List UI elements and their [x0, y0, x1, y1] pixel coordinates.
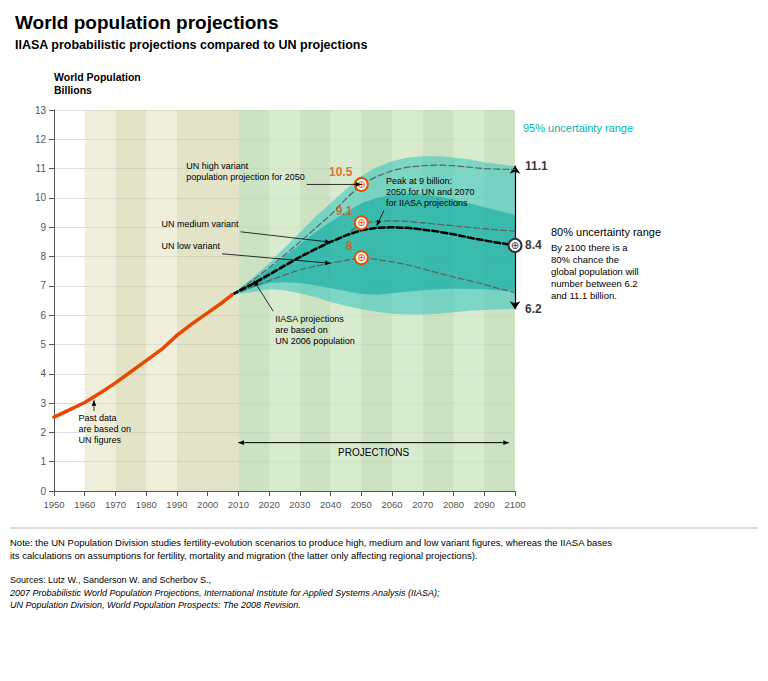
svg-text:World Population: World Population	[54, 71, 141, 83]
svg-text:2070: 2070	[412, 499, 433, 510]
svg-text:1960: 1960	[74, 499, 95, 510]
svg-text:UN medium variant: UN medium variant	[162, 219, 240, 229]
svg-text:9: 9	[40, 222, 46, 233]
svg-text:2000: 2000	[197, 499, 218, 510]
svg-text:UN Population Division, World: UN Population Division, World Population…	[10, 600, 301, 610]
svg-text:8.4: 8.4	[525, 238, 542, 252]
svg-text:IIASA probabilistic projection: IIASA probabilistic projections compared…	[15, 38, 367, 52]
svg-text:2007 Probabilistic World Popul: 2007 Probabilistic World Population Proj…	[9, 588, 440, 598]
svg-text:2010: 2010	[228, 499, 249, 510]
svg-text:Billions: Billions	[54, 84, 92, 96]
svg-text:10: 10	[35, 192, 47, 203]
svg-text:2020: 2020	[259, 499, 280, 510]
svg-text:1950: 1950	[43, 499, 64, 510]
svg-text:UN figures: UN figures	[79, 435, 122, 445]
svg-text:12: 12	[35, 134, 47, 145]
svg-text:2: 2	[40, 427, 46, 438]
svg-text:⊕: ⊕	[357, 217, 365, 228]
svg-text:Sources: Lutz W., Sanderson W.: Sources: Lutz W., Sanderson W. and Scher…	[10, 575, 214, 585]
svg-text:8: 8	[346, 239, 353, 253]
svg-text:9.1: 9.1	[336, 204, 353, 218]
svg-text:11: 11	[36, 163, 47, 174]
svg-text:UN low variant: UN low variant	[162, 241, 221, 251]
svg-text:population projection for 2050: population projection for 2050	[186, 172, 305, 182]
svg-text:1980: 1980	[136, 499, 157, 510]
svg-text:11.1: 11.1	[525, 159, 548, 173]
svg-text:Past data: Past data	[79, 413, 117, 423]
svg-text:2100: 2100	[504, 499, 525, 510]
svg-text:By 2100 there is a: By 2100 there is a	[551, 242, 628, 253]
svg-text:World population projections: World population projections	[15, 12, 279, 33]
svg-text:2050: 2050	[351, 499, 372, 510]
svg-text:and 11.1 billion.: and 11.1 billion.	[551, 290, 617, 301]
svg-text:7: 7	[40, 280, 46, 291]
svg-text:2030: 2030	[289, 499, 310, 510]
svg-text:6: 6	[40, 310, 46, 321]
svg-text:2090: 2090	[474, 499, 495, 510]
svg-text:13: 13	[35, 105, 47, 116]
svg-text:1990: 1990	[166, 499, 187, 510]
svg-text:80% uncertainty range: 80% uncertainty range	[551, 226, 661, 238]
svg-text:2060: 2060	[381, 499, 402, 510]
svg-text:2080: 2080	[443, 499, 464, 510]
svg-text:8: 8	[40, 251, 46, 262]
svg-text:3: 3	[40, 398, 46, 409]
svg-text:number between 6.2: number between 6.2	[551, 278, 638, 289]
svg-text:UN 2006 population: UN 2006 population	[275, 336, 355, 346]
svg-text:are based on: are based on	[275, 325, 328, 335]
svg-text:UN high variant: UN high variant	[186, 161, 249, 171]
svg-text:⊕: ⊕	[357, 252, 365, 263]
svg-text:Note: the UN Population Divisi: Note: the UN Population Division studies…	[10, 537, 612, 548]
svg-text:2040: 2040	[320, 499, 341, 510]
svg-text:5: 5	[40, 339, 46, 350]
svg-text:6.2: 6.2	[525, 302, 542, 316]
svg-text:95% uncertainty range: 95% uncertainty range	[523, 122, 633, 134]
svg-text:Peak at 9 billion:: Peak at 9 billion:	[386, 176, 452, 186]
svg-text:IIASA projections: IIASA projections	[275, 314, 344, 324]
svg-text:PROJECTIONS: PROJECTIONS	[338, 447, 409, 458]
svg-text:1: 1	[40, 456, 46, 467]
svg-text:⊕: ⊕	[511, 240, 519, 251]
svg-text:for IIASA projections: for IIASA projections	[386, 198, 468, 208]
svg-text:global population will: global population will	[551, 266, 639, 277]
svg-text:4: 4	[40, 368, 46, 379]
svg-text:are based on: are based on	[79, 424, 132, 434]
svg-text:80% chance the: 80% chance the	[551, 254, 619, 265]
svg-text:its calculations on assumption: its calculations on assumptions for fert…	[10, 550, 477, 561]
svg-text:1970: 1970	[105, 499, 126, 510]
svg-text:0: 0	[40, 486, 46, 497]
svg-text:2050 for UN and 2070: 2050 for UN and 2070	[386, 187, 475, 197]
svg-text:10.5: 10.5	[329, 165, 353, 179]
